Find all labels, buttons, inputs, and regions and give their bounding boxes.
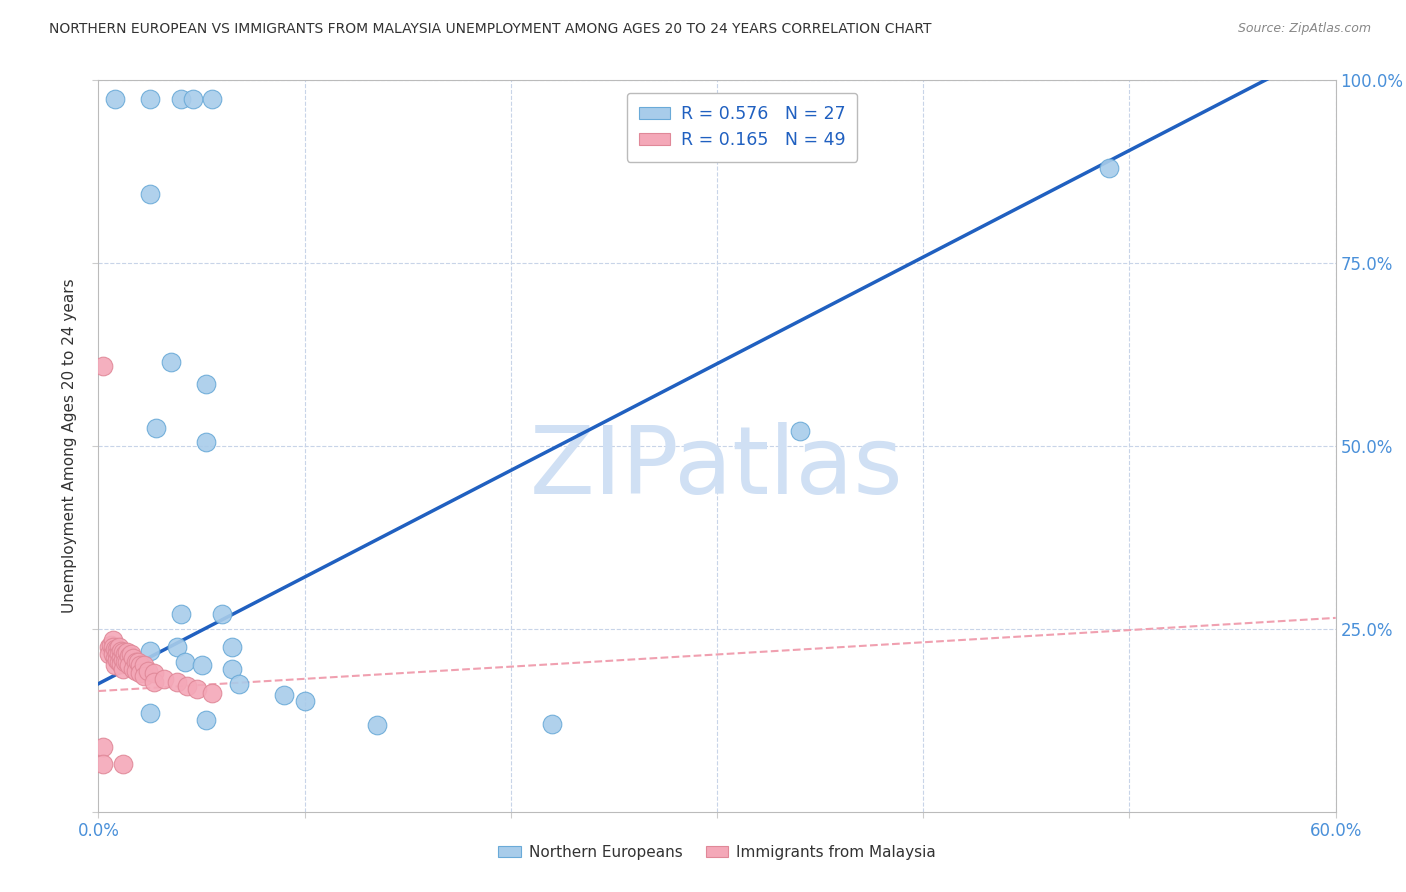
Point: [170, 607, 193, 622]
Point: [118, 648, 141, 663]
Point: [91, 359, 114, 373]
Point: [145, 421, 167, 435]
Point: [105, 642, 128, 657]
Point: [112, 662, 135, 676]
Point: [110, 657, 132, 671]
Point: [190, 658, 212, 673]
Point: [366, 718, 388, 732]
Point: [122, 662, 145, 676]
Point: [128, 665, 150, 680]
Point: [105, 648, 128, 662]
Point: [221, 640, 243, 655]
Point: [143, 665, 166, 680]
Point: [186, 681, 208, 696]
Point: [221, 662, 243, 676]
Point: [101, 632, 124, 647]
Legend: Northern Europeans, Immigrants from Malaysia: Northern Europeans, Immigrants from Mala…: [492, 839, 942, 866]
Point: [100, 638, 122, 652]
Y-axis label: Unemployment Among Ages 20 to 24 years: Unemployment Among Ages 20 to 24 years: [62, 278, 77, 614]
Point: [114, 655, 136, 669]
Point: [110, 651, 132, 665]
Point: [174, 655, 197, 669]
Point: [143, 674, 166, 689]
Point: [120, 648, 142, 662]
Point: [112, 652, 135, 666]
Point: [139, 186, 162, 201]
Point: [139, 706, 162, 720]
Point: [132, 669, 155, 683]
Point: [97, 648, 120, 662]
Text: ZIPatlas: ZIPatlas: [530, 422, 904, 514]
Point: [211, 607, 233, 622]
Point: [1098, 161, 1121, 175]
Point: [194, 376, 217, 391]
Point: [117, 655, 139, 669]
Point: [294, 693, 316, 707]
Point: [112, 757, 135, 772]
Point: [789, 425, 811, 439]
Point: [541, 717, 564, 731]
Point: [176, 679, 198, 693]
Point: [114, 648, 136, 662]
Point: [166, 674, 188, 689]
Point: [91, 757, 114, 772]
Point: [228, 676, 250, 690]
Point: [124, 655, 146, 669]
Point: [194, 435, 217, 450]
Point: [105, 652, 128, 666]
Point: [128, 658, 150, 673]
Point: [139, 644, 162, 658]
Point: [166, 640, 188, 655]
Point: [153, 672, 176, 686]
Point: [104, 651, 127, 665]
Text: Source: ZipAtlas.com: Source: ZipAtlas.com: [1237, 22, 1371, 36]
Point: [201, 92, 224, 106]
Point: [101, 648, 124, 662]
Point: [118, 658, 141, 673]
Point: [139, 92, 162, 106]
Point: [104, 642, 127, 657]
Point: [112, 645, 135, 659]
Point: [108, 640, 131, 655]
Point: [181, 92, 204, 106]
Point: [136, 665, 159, 679]
Point: [194, 714, 217, 728]
Point: [273, 688, 295, 702]
Point: [97, 640, 120, 655]
Point: [159, 355, 181, 369]
Point: [110, 644, 132, 658]
Point: [201, 686, 224, 700]
Point: [108, 648, 131, 662]
Point: [108, 655, 131, 669]
Point: [170, 92, 193, 106]
Point: [122, 651, 145, 665]
Point: [127, 655, 149, 669]
Point: [132, 658, 155, 673]
Text: NORTHERN EUROPEAN VS IMMIGRANTS FROM MALAYSIA UNEMPLOYMENT AMONG AGES 20 TO 24 Y: NORTHERN EUROPEAN VS IMMIGRANTS FROM MAL…: [49, 22, 932, 37]
Point: [91, 740, 114, 755]
Point: [104, 658, 127, 673]
Point: [124, 665, 146, 679]
Point: [104, 92, 127, 106]
Point: [117, 645, 139, 659]
Point: [101, 640, 124, 655]
